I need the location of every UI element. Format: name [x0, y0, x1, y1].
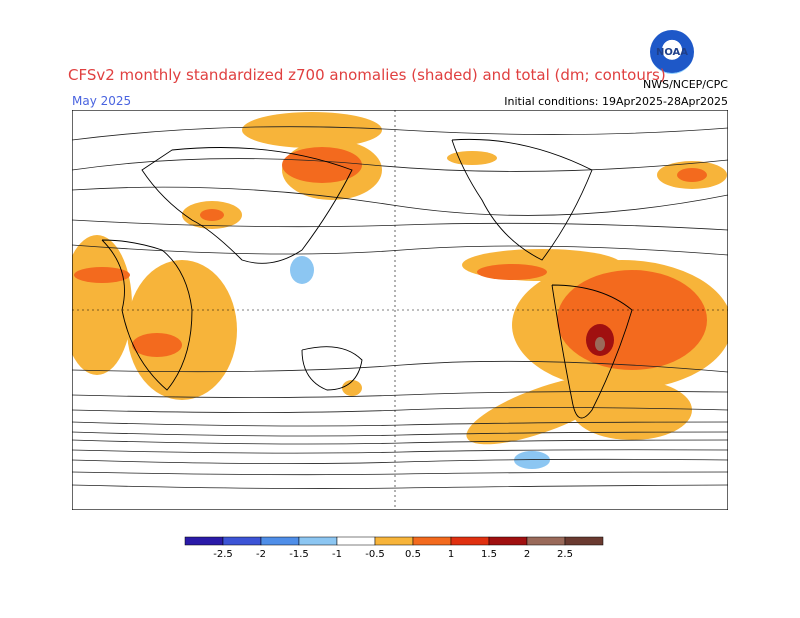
colorbar-cell — [184, 536, 224, 546]
chart-title: CFSv2 monthly standardized z700 anomalie… — [68, 66, 666, 84]
colorbar-cell — [374, 536, 414, 546]
agency-label: NWS/NCEP/CPC — [643, 78, 728, 91]
colorbar-tick: -1.5 — [289, 549, 309, 560]
colorbar-cell — [298, 536, 338, 546]
colorbar-cells — [184, 536, 604, 546]
noaa-logo: NOAA — [650, 30, 694, 74]
colorbar-cell — [488, 536, 528, 546]
forecast-month: May 2025 — [72, 94, 132, 108]
colorbar-cell — [412, 536, 452, 546]
colorbar-cell — [336, 536, 376, 546]
anomaly-shading — [72, 112, 728, 469]
colorbar-tick: -0.5 — [365, 549, 385, 560]
height-contours — [72, 126, 728, 489]
colorbar-cell — [450, 536, 490, 546]
colorbar-cell — [526, 536, 566, 546]
colorbar-tick: -1 — [332, 549, 342, 560]
colorbar-tick: -2 — [256, 549, 266, 560]
colorbar-cell — [260, 536, 300, 546]
colorbar-cell — [222, 536, 262, 546]
colorbar-cell — [564, 536, 604, 546]
colorbar-tick: 2 — [524, 549, 530, 560]
colorbar-tick: -2.5 — [213, 549, 233, 560]
colorbar-ticks: -2.5 -2 -1.5 -1 -0.5 0.5 1 1.5 2 2.5 — [213, 549, 573, 560]
colorbar-tick: 2.5 — [557, 549, 573, 560]
colorbar: -2.5 -2 -1.5 -1 -0.5 0.5 1 1.5 2 2.5 — [184, 536, 604, 560]
colorbar-tick: 1.5 — [481, 549, 497, 560]
coastlines — [101, 138, 633, 419]
lat-lon-grid — [72, 110, 728, 510]
colorbar-tick: 0.5 — [405, 549, 421, 560]
logo-text: NOAA — [655, 46, 689, 58]
colorbar-tick: 1 — [448, 549, 454, 560]
anomaly-map: 80N60N40N20NEQ20S40S60S80S 060E120E18012… — [72, 110, 728, 510]
initial-conditions: Initial conditions: 19Apr2025-28Apr2025 — [504, 95, 728, 108]
